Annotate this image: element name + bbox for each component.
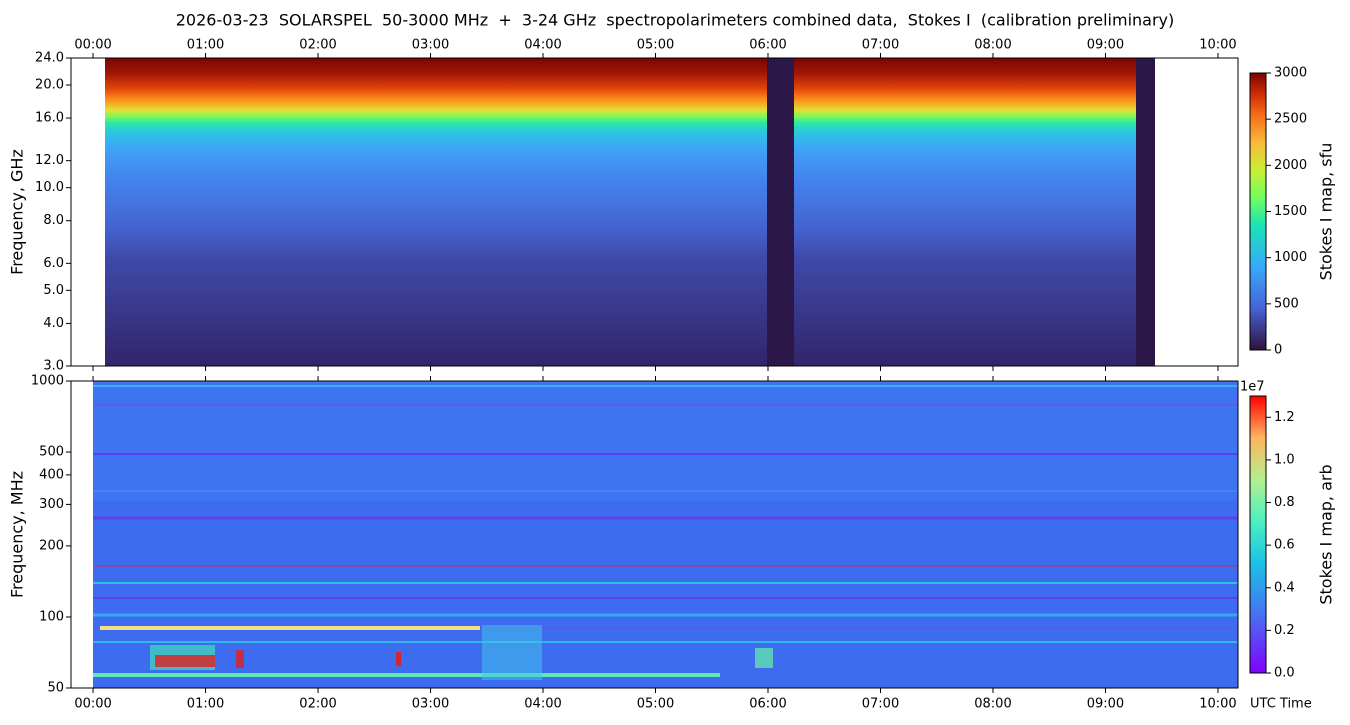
x-tick-label: 02:00 bbox=[299, 697, 336, 712]
y-tick-label: 50 bbox=[47, 681, 64, 696]
colorbar-tick-label: 1500 bbox=[1274, 204, 1307, 219]
x-tick-label: 10:00 bbox=[1199, 697, 1236, 712]
colorbar-top bbox=[1250, 73, 1266, 350]
heatmap-bottom bbox=[93, 381, 1238, 688]
x-tick-label: 06:00 bbox=[749, 38, 786, 53]
y-tick-label: 10.0 bbox=[35, 180, 64, 195]
y-tick-label: 6.0 bbox=[43, 256, 64, 271]
colorbar-tick-label: 0.2 bbox=[1274, 623, 1295, 638]
x-tick-label: 03:00 bbox=[412, 38, 449, 53]
y-tick-label: 1000 bbox=[31, 374, 64, 389]
colorbar-tick-label: 1.0 bbox=[1274, 452, 1295, 467]
heatmap-top bbox=[105, 58, 1155, 366]
x-tick-label: 07:00 bbox=[862, 697, 899, 712]
x-tick-label: 08:00 bbox=[974, 697, 1011, 712]
x-tick-label: 10:00 bbox=[1199, 38, 1236, 53]
x-tick-label: 07:00 bbox=[862, 38, 899, 53]
y-tick-label: 20.0 bbox=[35, 78, 64, 93]
x-axis-label: UTC Time bbox=[1250, 697, 1312, 712]
colorbar-tick-label: 0.4 bbox=[1274, 580, 1295, 595]
colorbar-tick-label: 3000 bbox=[1274, 66, 1307, 81]
x-tick-label: 05:00 bbox=[637, 38, 674, 53]
y-tick-label: 200 bbox=[39, 538, 64, 553]
colorbar-tick-label: 0.8 bbox=[1274, 495, 1295, 510]
x-tick-label: 00:00 bbox=[74, 38, 111, 53]
y-tick-label: 3.0 bbox=[43, 359, 64, 374]
colorbar-bottom bbox=[1250, 396, 1266, 673]
colorbar-tick-label: 1.2 bbox=[1274, 410, 1295, 425]
y-tick-label: 24.0 bbox=[35, 51, 64, 66]
y-tick-label: 4.0 bbox=[43, 316, 64, 331]
x-tick-label: 06:00 bbox=[749, 697, 786, 712]
x-tick-label: 09:00 bbox=[1087, 697, 1124, 712]
colorbar-offset: 1e7 bbox=[1240, 380, 1265, 395]
x-tick-label: 04:00 bbox=[524, 697, 561, 712]
y-tick-label: 16.0 bbox=[35, 111, 64, 126]
x-tick-label: 02:00 bbox=[299, 38, 336, 53]
y-tick-label: 8.0 bbox=[43, 213, 64, 228]
x-tick-label: 04:00 bbox=[524, 38, 561, 53]
colorbar-tick-label: 2500 bbox=[1274, 112, 1307, 127]
colorbar-label: Stokes I map, arb bbox=[1317, 464, 1336, 604]
plot-frame bbox=[70, 57, 1239, 367]
chart-title: 2026-03-23 SOLARSPEL 50-3000 MHz + 3-24 … bbox=[176, 11, 1175, 30]
x-tick-label: 03:00 bbox=[412, 697, 449, 712]
x-tick-label: 01:00 bbox=[187, 697, 224, 712]
colorbar-tick-label: 0.6 bbox=[1274, 538, 1295, 553]
y-tick-label: 5.0 bbox=[43, 283, 64, 298]
colorbar-tick-label: 1000 bbox=[1274, 250, 1307, 265]
y-tick-label: 300 bbox=[39, 497, 64, 512]
x-tick-label: 08:00 bbox=[974, 38, 1011, 53]
colorbar-tick-label: 2000 bbox=[1274, 158, 1307, 173]
colorbar-label: Stokes I map, sfu bbox=[1317, 143, 1336, 281]
x-tick-label: 00:00 bbox=[74, 697, 111, 712]
y-tick-label: 400 bbox=[39, 467, 64, 482]
y-tick-label: 500 bbox=[39, 445, 64, 460]
y-tick-label: 100 bbox=[39, 609, 64, 624]
y-axis-label: Frequency, GHz bbox=[8, 149, 27, 275]
y-axis-label: Frequency, MHz bbox=[8, 471, 27, 598]
x-tick-label: 09:00 bbox=[1087, 38, 1124, 53]
x-tick-label: 05:00 bbox=[637, 697, 674, 712]
colorbar-tick-label: 0.0 bbox=[1274, 666, 1295, 681]
plot-frame bbox=[70, 380, 1239, 689]
colorbar-frame bbox=[1249, 395, 1267, 674]
colorbar-tick-label: 0 bbox=[1274, 343, 1282, 358]
colorbar-tick-label: 500 bbox=[1274, 296, 1299, 311]
x-tick-label: 01:00 bbox=[187, 38, 224, 53]
y-tick-label: 12.0 bbox=[35, 153, 64, 168]
